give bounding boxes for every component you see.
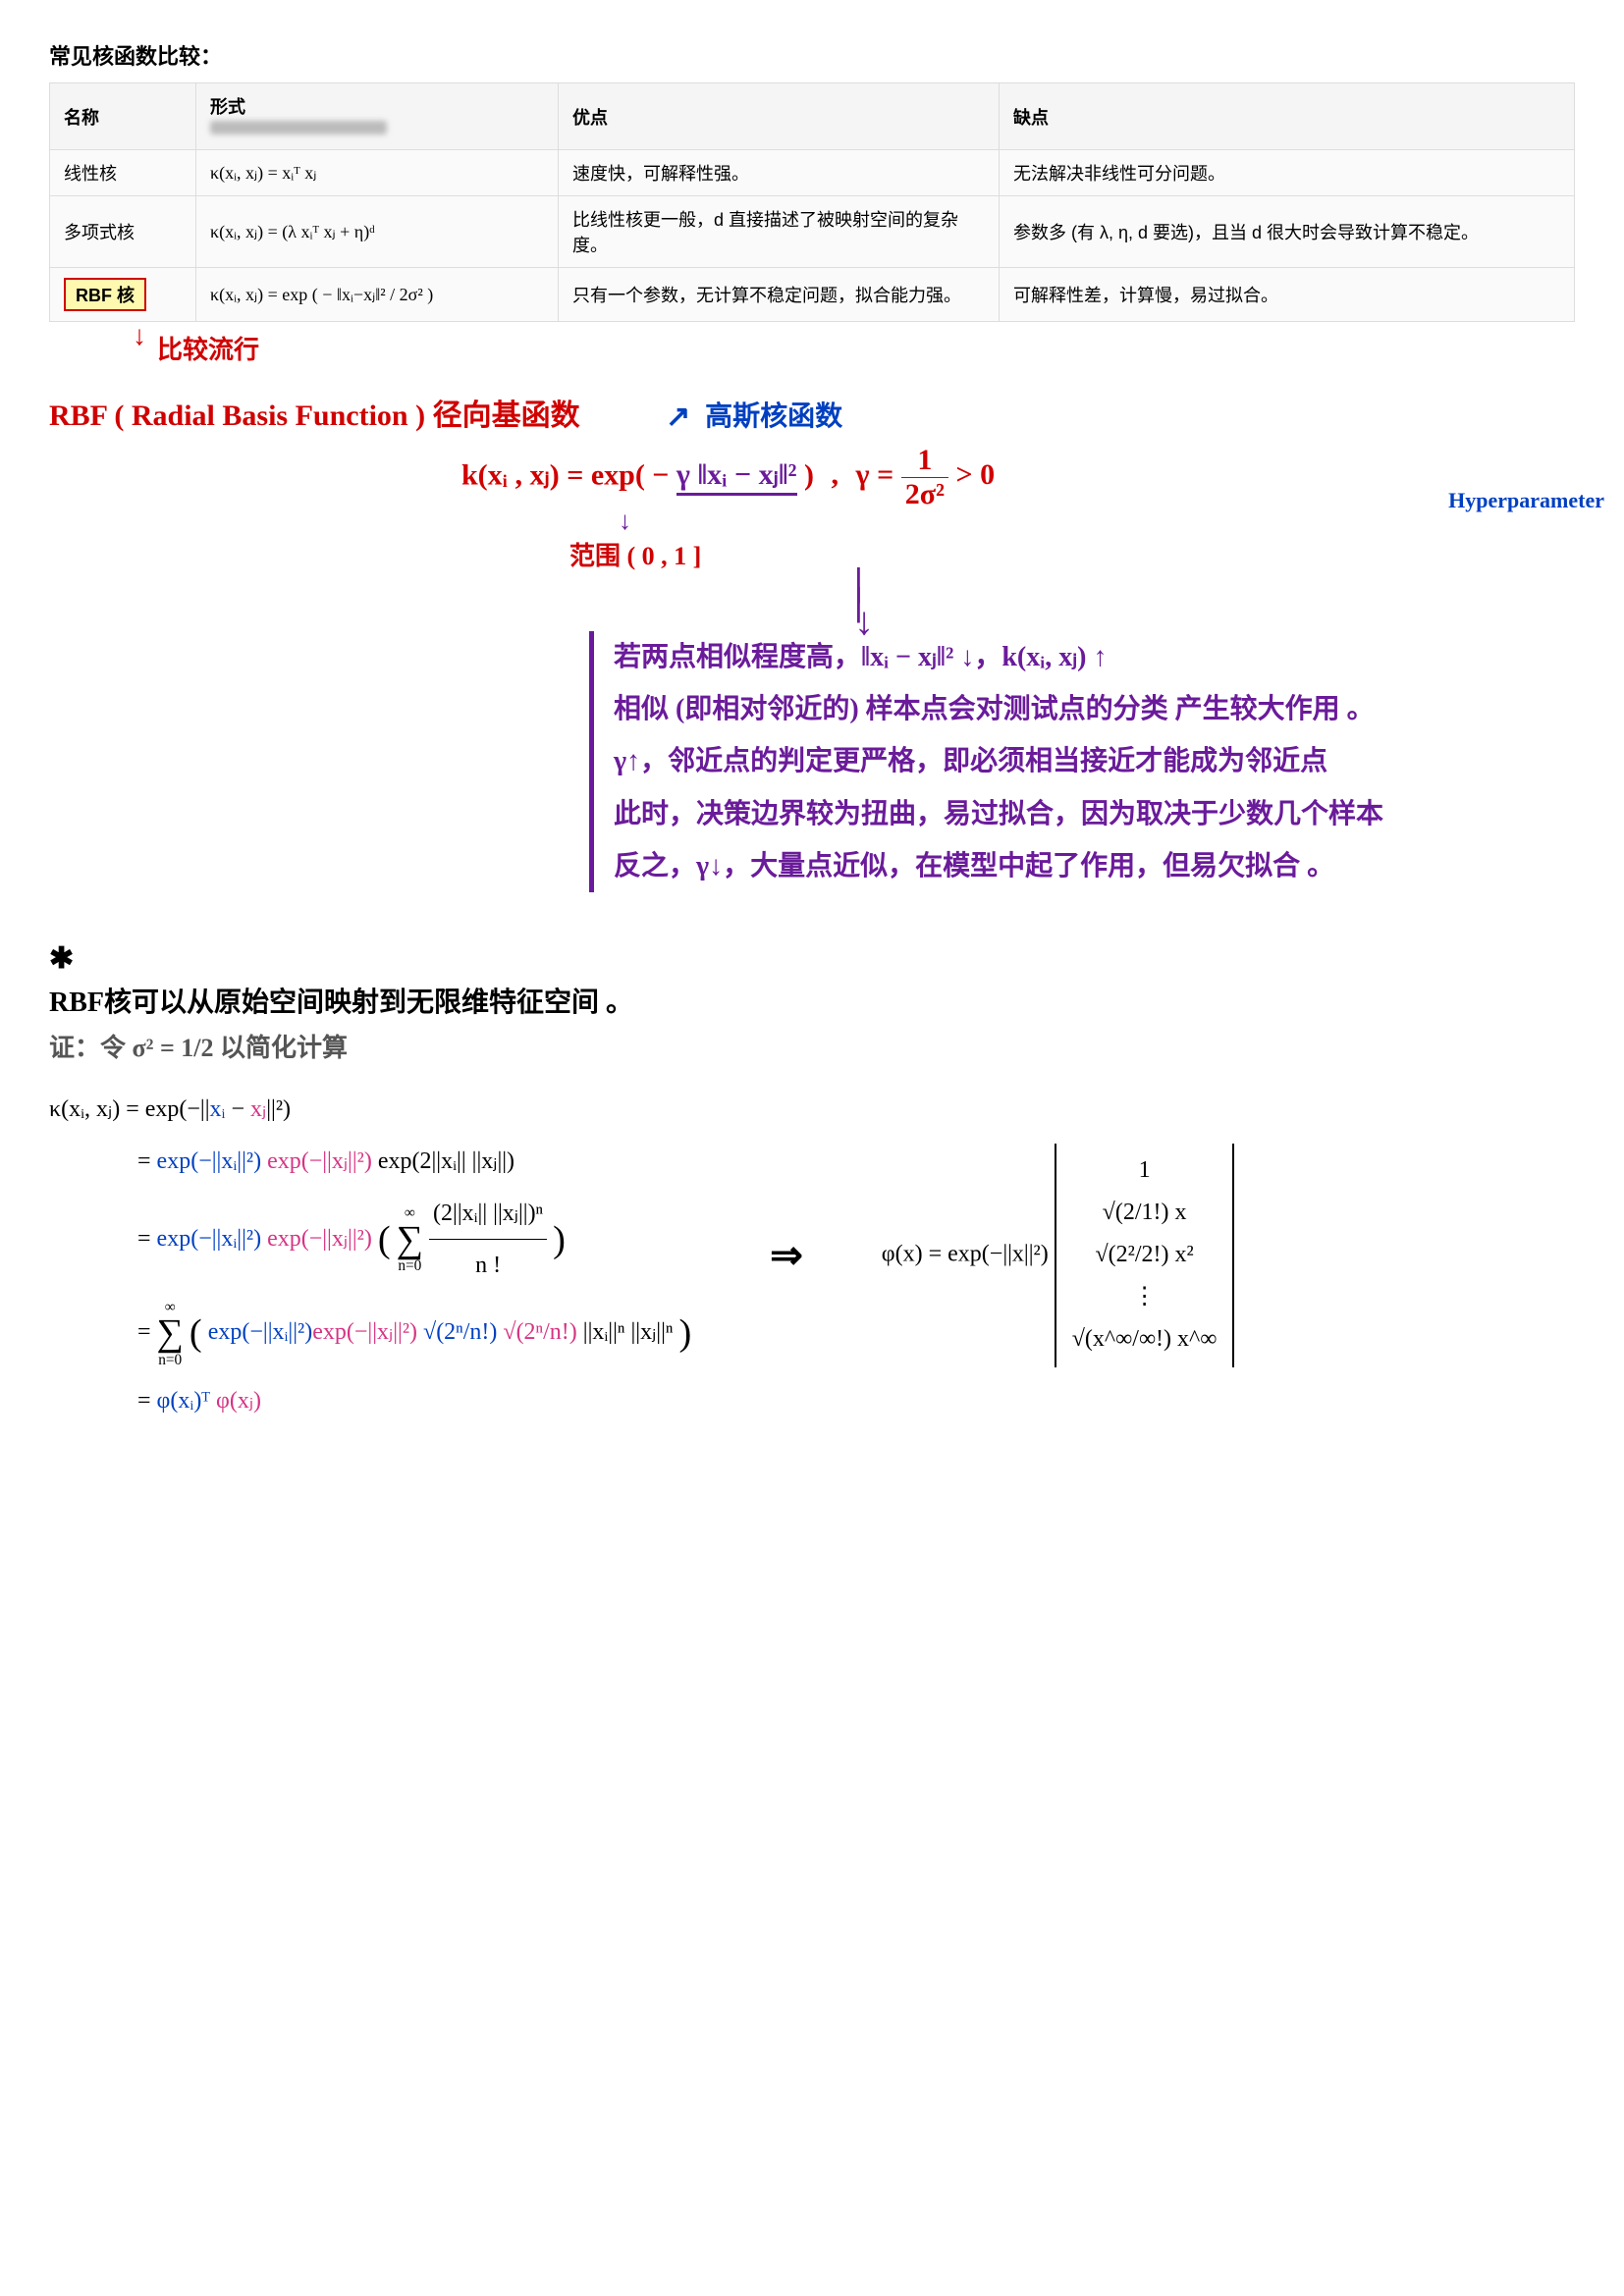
kernel-comparison-table: 名称 形式 优点 缺点 线性核 κ(xᵢ, xⱼ) = xᵢᵀ xⱼ 速度快，可…	[49, 82, 1575, 322]
cell-con: 无法解决非线性可分问题。	[1000, 150, 1575, 196]
explain-line: 此时，决策边界较为扭曲，易过拟合，因为取决于少数几个样本	[614, 788, 1546, 840]
arrow-down-icon: ↓	[133, 320, 146, 351]
table-row: 多项式核 κ(xᵢ, xⱼ) = (λ xᵢᵀ xⱼ + η)ᵈ 比线性核更一般…	[50, 196, 1575, 268]
th-name: 名称	[50, 83, 196, 150]
cell-form: κ(xᵢ, xⱼ) = exp ( − ‖xᵢ−xⱼ‖² / 2σ² )	[196, 268, 559, 322]
th-con: 缺点	[1000, 83, 1575, 150]
cell-name: 多项式核	[50, 196, 196, 268]
derivation-left: κ(xᵢ, xⱼ) = exp(−||xᵢ − xⱼ||²) = exp(−||…	[49, 1084, 691, 1426]
cell-name: 线性核	[50, 150, 196, 196]
range-label: 范围 ( 0 , 1 ]	[569, 542, 701, 570]
explain-line: 相似 (即相对邻近的) 样本点会对测试点的分类 产生较大作用 。	[614, 683, 1546, 735]
cell-pro: 只有一个参数，无计算不稳定问题，拟合能力强。	[559, 268, 1000, 322]
cell-con: 参数多 (有 λ, η, d 要选)，且当 d 很大时会导致计算不稳定。	[1000, 196, 1575, 268]
hyperparameter-label: Hyperparameter	[1448, 488, 1604, 513]
eq-gamma: γ = 12σ² > 0	[856, 458, 996, 491]
th-form: 形式	[196, 83, 559, 150]
rbf-highlight: RBF 核	[64, 278, 146, 311]
swirl-icon: ↗	[666, 400, 690, 434]
table-row: RBF 核 κ(xᵢ, xⱼ) = exp ( − ‖xᵢ−xⱼ‖² / 2σ²…	[50, 268, 1575, 322]
cell-name: RBF 核	[50, 268, 196, 322]
cell-con: 可解释性差，计算慢，易过拟合。	[1000, 268, 1575, 322]
phi-definition: φ(x) = exp(−||x||²) 1 √(2/1!) x √(2²/2!)…	[882, 1144, 1235, 1367]
eq-main: k(xᵢ , xⱼ) = exp( − γ ‖xᵢ − xⱼ‖² )	[461, 458, 822, 496]
cell-pro: 比线性核更一般，d 直接描述了被映射空间的复杂度。	[559, 196, 1000, 268]
rbf-full-title: RBF ( Radial Basis Function ) 径向基函数 ↗ 高斯…	[49, 391, 1575, 434]
gauss-note: ↗ 高斯核函数	[705, 395, 842, 434]
proof-lemma: 证：令 σ² = 1/2 以简化计算	[49, 1028, 1575, 1064]
cell-form: κ(xᵢ, xⱼ) = (λ xᵢᵀ xⱼ + η)ᵈ	[196, 196, 559, 268]
explain-line: γ↑，邻近点的判定更严格，即必须相当接近才能成为邻近点	[614, 735, 1546, 787]
explain-line: 若两点相似程度高，‖xᵢ − xⱼ‖² ↓，k(xᵢ, xⱼ) ↑	[614, 631, 1546, 683]
proof-statement: RBF核可以从原始空间映射到无限维特征空间 。	[49, 981, 1575, 1020]
rbf-equation: k(xᵢ , xⱼ) = exp( − γ ‖xᵢ − xⱼ‖² ) , γ =…	[461, 444, 1575, 511]
explain-line: 反之，γ↓，大量点近似，在模型中起了作用，但易欠拟合 。	[614, 840, 1546, 892]
th-pro: 优点	[559, 83, 1000, 150]
section-title: 常见核函数比较：	[49, 39, 1575, 71]
star-marker: ✱	[49, 941, 1575, 976]
popular-label: 比较流行	[157, 330, 259, 366]
table-row: 线性核 κ(xᵢ, xⱼ) = xᵢᵀ xⱼ 速度快，可解释性强。 无法解决非线…	[50, 150, 1575, 196]
derivation-block: κ(xᵢ, xⱼ) = exp(−||xᵢ − xⱼ||²) = exp(−||…	[49, 1084, 1575, 1426]
blurred-text	[210, 121, 387, 134]
implies-arrow: ⇒	[770, 1232, 803, 1278]
center-arrow-icon: ||↓	[854, 572, 1575, 631]
explanation-box: 若两点相似程度高，‖xᵢ − xⱼ‖² ↓，k(xᵢ, xⱼ) ↑ 相似 (即相…	[589, 631, 1546, 892]
cell-form: κ(xᵢ, xⱼ) = xᵢᵀ xⱼ	[196, 150, 559, 196]
cell-pro: 速度快，可解释性强。	[559, 150, 1000, 196]
